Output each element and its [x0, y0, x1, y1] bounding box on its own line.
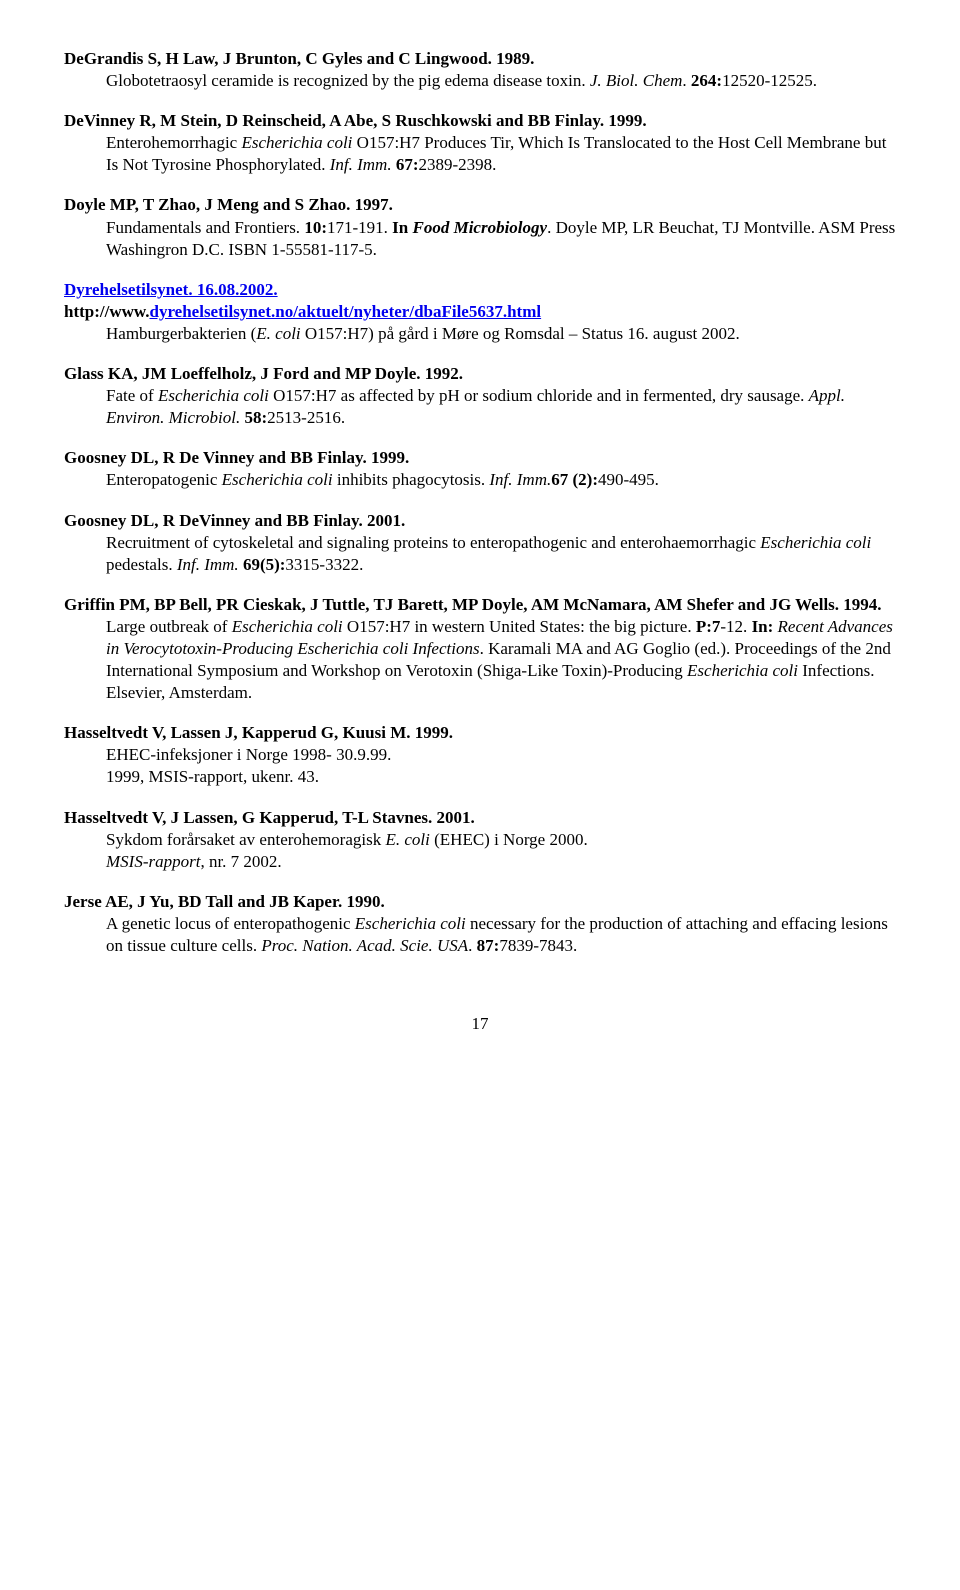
reference-heading-link[interactable]: Dyrehelsetilsynet. 16.08.2002. — [64, 280, 278, 299]
text-run: E. coli — [256, 324, 300, 343]
reference-heading: DeGrandis S, H Law, J Brunton, C Gyles a… — [64, 48, 896, 70]
text-run: 2513-2516. — [267, 408, 345, 427]
references-list: DeGrandis S, H Law, J Brunton, C Gyles a… — [64, 48, 896, 957]
url-link[interactable]: dyrehelsetilsynet.no/aktuelt/nyheter/dba… — [149, 302, 541, 321]
reference-entry: Hasseltvedt V, Lassen J, Kapperud G, Kuu… — [64, 722, 896, 788]
text-run: 264: — [691, 71, 722, 90]
reference-body: A genetic locus of enteropathogenic Esch… — [106, 913, 896, 957]
text-run: MSIS-rapport — [106, 852, 200, 871]
text-run: Escherichia coli — [222, 470, 333, 489]
text-run: Food Microbiology — [412, 218, 547, 237]
text-run: E. coli — [385, 830, 429, 849]
reference-entry: Hasseltvedt V, J Lassen, G Kapperud, T-L… — [64, 807, 896, 873]
reference-body: Fundamentals and Frontiers. 10:171-191. … — [106, 217, 896, 261]
text-run: Enteropatogenic — [106, 470, 222, 489]
page-number: 17 — [64, 1013, 896, 1035]
reference-heading: Goosney DL, R DeVinney and BB Finlay. 20… — [64, 510, 896, 532]
reference-heading: Hasseltvedt V, J Lassen, G Kapperud, T-L… — [64, 807, 896, 829]
text-run: 69(5): — [243, 555, 285, 574]
text-run: Escherichia coli — [687, 661, 798, 680]
reference-heading: Goosney DL, R De Vinney and BB Finlay. 1… — [64, 447, 896, 469]
reference-heading: Glass KA, JM Loeffelholz, J Ford and MP … — [64, 363, 896, 385]
text-run: In: — [752, 617, 778, 636]
text-run: 58: — [245, 408, 268, 427]
text-run: 7839-7843. — [499, 936, 577, 955]
text-run: Inf. Imm. — [177, 555, 239, 574]
text-run: Escherichia coli — [355, 914, 466, 933]
text-run: 1999, MSIS-rapport, ukenr. 43. — [106, 767, 319, 786]
text-run: In — [392, 218, 412, 237]
text-run: Enterohemorrhagic — [106, 133, 241, 152]
reference-body: EHEC-infeksjoner i Norge 1998- 30.9.99. 1… — [106, 744, 896, 788]
text-run: , nr. 7 2002. — [200, 852, 281, 871]
reference-entry: Glass KA, JM Loeffelholz, J Ford and MP … — [64, 363, 896, 429]
text-run: -12. — [720, 617, 751, 636]
text-run: Escherichia coli — [241, 133, 352, 152]
text-run: Proc. Nation. Acad. Scie. USA — [261, 936, 468, 955]
reference-body: Globotetraosyl ceramide is recognized by… — [106, 70, 896, 92]
text-run: 67: — [396, 155, 419, 174]
text-run: Fate of — [106, 386, 158, 405]
text-run: Recruitment of cytoskeletal and signalin… — [106, 533, 760, 552]
text-run: EHEC-infeksjoner i Norge 1998- 30.9.99. — [106, 745, 391, 764]
reference-heading: DeVinney R, M Stein, D Reinscheid, A Abe… — [64, 110, 896, 132]
reference-heading: Griffin PM, BP Bell, PR Cieskak, J Tuttl… — [64, 594, 896, 616]
url-prefix: http://www. — [64, 302, 149, 321]
reference-entry: Goosney DL, R DeVinney and BB Finlay. 20… — [64, 510, 896, 576]
text-run: pedestals. — [106, 555, 177, 574]
reference-entry: DeGrandis S, H Law, J Brunton, C Gyles a… — [64, 48, 896, 92]
text-run: O157:H7 as affected by pH or sodium chlo… — [269, 386, 809, 405]
reference-heading: Jerse AE, J Yu, BD Tall and JB Kaper. 19… — [64, 891, 896, 913]
reference-body: Enterohemorrhagic Escherichia coli O157:… — [106, 132, 896, 176]
reference-entry: Griffin PM, BP Bell, PR Cieskak, J Tuttl… — [64, 594, 896, 704]
text-run: Globotetraosyl ceramide is recognized by… — [106, 71, 590, 90]
reference-heading: Dyrehelsetilsynet. 16.08.2002. — [64, 279, 896, 301]
reference-entry: Dyrehelsetilsynet. 16.08.2002. http://www… — [64, 279, 896, 345]
text-run: Inf. Imm. — [330, 155, 392, 174]
text-run: inhibits phagocytosis. — [333, 470, 490, 489]
text-run: J. Biol. Chem — [590, 71, 683, 90]
text-run: P:7 — [696, 617, 721, 636]
text-run: Fundamentals and Frontiers. — [106, 218, 304, 237]
text-run: . — [468, 936, 477, 955]
text-run: 10: — [304, 218, 327, 237]
reference-entry: Goosney DL, R De Vinney and BB Finlay. 1… — [64, 447, 896, 491]
text-run: Inf. Imm. — [489, 470, 551, 489]
reference-body: Sykdom forårsaket av enterohemoragisk E.… — [106, 829, 896, 873]
text-run: Escherichia coli — [158, 386, 269, 405]
text-run: Hamburgerbakterien ( — [106, 324, 256, 343]
reference-body: Recruitment of cytoskeletal and signalin… — [106, 532, 896, 576]
text-run: 87: — [477, 936, 500, 955]
reference-body: Hamburgerbakterien (E. coli O157:H7) på … — [106, 323, 896, 345]
reference-entry: Doyle MP, T Zhao, J Meng and S Zhao. 199… — [64, 194, 896, 260]
reference-heading: Hasseltvedt V, Lassen J, Kapperud G, Kuu… — [64, 722, 896, 744]
reference-heading: Doyle MP, T Zhao, J Meng and S Zhao. 199… — [64, 194, 896, 216]
text-run: O157:H7 in western United States: the bi… — [343, 617, 696, 636]
text-run: 12520-12525. — [722, 71, 817, 90]
text-run: Sykdom forårsaket av enterohemoragisk — [106, 830, 385, 849]
reference-body: Fate of Escherichia coli O157:H7 as affe… — [106, 385, 896, 429]
text-run: 3315-3322. — [285, 555, 363, 574]
reference-body: Large outbreak of Escherichia coli O157:… — [106, 616, 896, 704]
reference-entry: DeVinney R, M Stein, D Reinscheid, A Abe… — [64, 110, 896, 176]
text-run: Escherichia coli — [232, 617, 343, 636]
text-run: Escherichia coli — [760, 533, 871, 552]
text-run: 2389-2398. — [419, 155, 497, 174]
text-run: 490-495. — [598, 470, 659, 489]
text-run: (EHEC) i Norge 2000. — [430, 830, 588, 849]
text-run: O157:H7) på gård i Møre og Romsdal – Sta… — [301, 324, 740, 343]
text-run: 171-191. — [327, 218, 392, 237]
text-run: A genetic locus of enteropathogenic — [106, 914, 355, 933]
text-run: 67 (2): — [551, 470, 598, 489]
text-run: Large outbreak of — [106, 617, 232, 636]
reference-entry: Jerse AE, J Yu, BD Tall and JB Kaper. 19… — [64, 891, 896, 957]
text-run: . — [682, 71, 691, 90]
reference-url: http://www.dyrehelsetilsynet.no/aktuelt/… — [64, 301, 896, 323]
reference-body: Enteropatogenic Escherichia coli inhibit… — [106, 469, 896, 491]
